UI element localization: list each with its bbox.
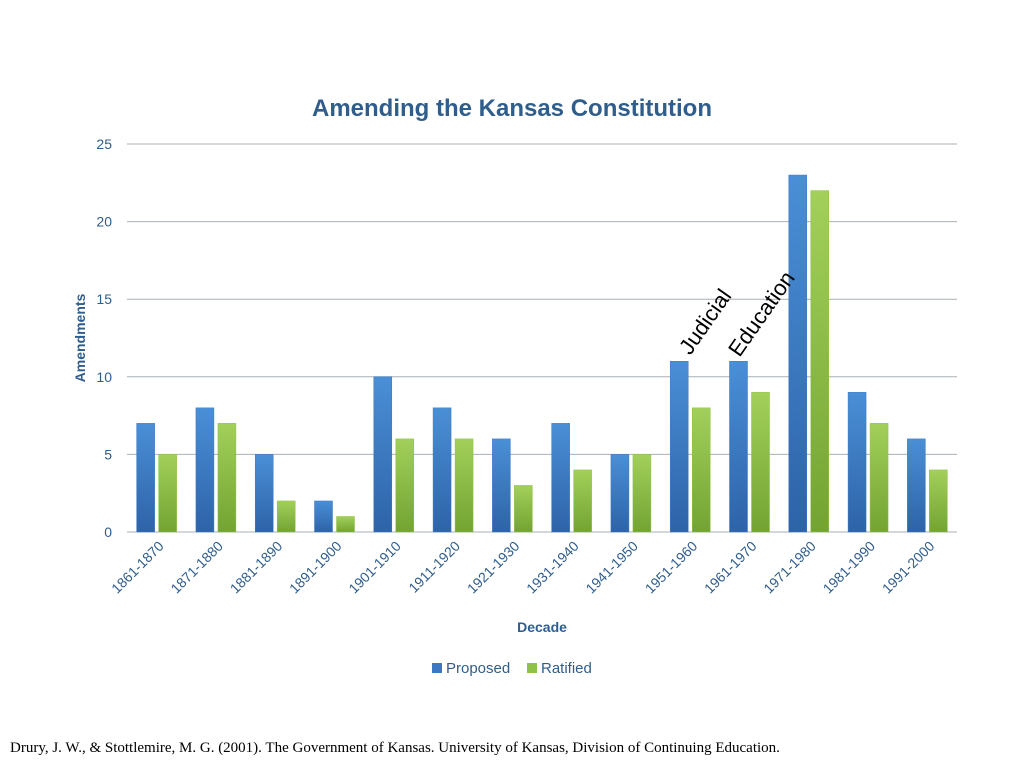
annotation-education: Education bbox=[723, 266, 800, 361]
x-tick-label: 1951-1960 bbox=[642, 538, 701, 597]
bar-ratified-1951-1960 bbox=[691, 407, 711, 533]
x-tick-label: 1881-1890 bbox=[227, 538, 286, 597]
source-citation: Drury, J. W., & Stottlemire, M. G. (2001… bbox=[10, 740, 780, 756]
x-tick-label: 1961-1970 bbox=[701, 538, 760, 597]
bar-ratified-1881-1890 bbox=[276, 500, 296, 533]
x-tick-label: 1901-1910 bbox=[345, 538, 404, 597]
x-tick-label: 1921-1930 bbox=[464, 538, 523, 597]
x-axis-ticks: 1861-1870 1871-1880 1881-1890 1891-1900 1901… bbox=[108, 538, 938, 597]
legend-swatch-proposed bbox=[432, 663, 442, 673]
bar-proposed-1961-1970 bbox=[729, 361, 748, 533]
bar-proposed-1991-2000 bbox=[907, 438, 926, 533]
bar-proposed-1911-1920 bbox=[432, 407, 452, 533]
bar-proposed-1871-1880 bbox=[195, 407, 215, 533]
legend-label-ratified: Ratified bbox=[541, 660, 592, 677]
bar-proposed-1881-1890 bbox=[254, 454, 274, 533]
x-tick-label: 1891-1900 bbox=[286, 538, 345, 597]
x-tick-label: 1991-2000 bbox=[879, 538, 938, 597]
bar-ratified-1981-1990 bbox=[869, 423, 889, 533]
y-tick-label: 0 bbox=[104, 524, 112, 540]
legend-swatch-ratified bbox=[527, 663, 537, 673]
legend-label-proposed: Proposed bbox=[446, 660, 510, 677]
bar-ratified-1861-1870 bbox=[158, 454, 177, 533]
x-tick-label: 1911-1920 bbox=[405, 538, 463, 596]
legend: Proposed Ratified bbox=[432, 660, 592, 677]
x-axis-title: Decade bbox=[517, 619, 567, 635]
x-tick-label: 1971-1980 bbox=[760, 538, 819, 597]
gridlines bbox=[127, 143, 957, 533]
x-tick-label: 1941-1950 bbox=[582, 538, 641, 597]
bar-proposed-1941-1950 bbox=[610, 454, 630, 533]
bars bbox=[136, 174, 948, 533]
y-axis-title: Amendments bbox=[72, 293, 88, 382]
x-tick-label: 1981-1990 bbox=[820, 538, 879, 597]
bar-proposed-1901-1910 bbox=[373, 376, 393, 533]
y-axis-ticks: 0 5 10 15 20 25 bbox=[96, 136, 112, 540]
bar-ratified-1931-1940 bbox=[573, 469, 592, 533]
chart-title: Amending the Kansas Constitution bbox=[312, 95, 712, 122]
bar-proposed-1891-1900 bbox=[314, 500, 333, 533]
y-tick-label: 5 bbox=[104, 446, 112, 462]
y-tick-label: 25 bbox=[96, 136, 112, 152]
bar-ratified-1961-1970 bbox=[751, 392, 770, 533]
bar-proposed-1921-1930 bbox=[492, 438, 511, 533]
x-tick-label: 1871-1880 bbox=[167, 538, 226, 597]
y-tick-label: 10 bbox=[96, 369, 112, 385]
bar-proposed-1861-1870 bbox=[136, 423, 155, 533]
bar-ratified-1921-1930 bbox=[514, 485, 533, 533]
bar-ratified-1871-1880 bbox=[217, 423, 237, 533]
bar-ratified-1941-1950 bbox=[632, 454, 652, 533]
y-tick-label: 15 bbox=[96, 291, 112, 307]
x-tick-label: 1931-1940 bbox=[523, 538, 582, 597]
bar-ratified-1971-1980 bbox=[810, 190, 830, 533]
y-tick-label: 20 bbox=[96, 214, 112, 230]
bar-proposed-1971-1980 bbox=[788, 174, 808, 533]
bar-ratified-1901-1910 bbox=[395, 438, 415, 533]
bar-ratified-1891-1900 bbox=[336, 516, 355, 533]
bar-proposed-1951-1960 bbox=[669, 361, 689, 533]
bar-ratified-1991-2000 bbox=[929, 469, 948, 533]
x-tick-label: 1861-1870 bbox=[108, 538, 167, 597]
bar-proposed-1931-1940 bbox=[551, 423, 570, 533]
bar-proposed-1981-1990 bbox=[847, 392, 867, 533]
bar-ratified-1911-1920 bbox=[454, 438, 474, 533]
